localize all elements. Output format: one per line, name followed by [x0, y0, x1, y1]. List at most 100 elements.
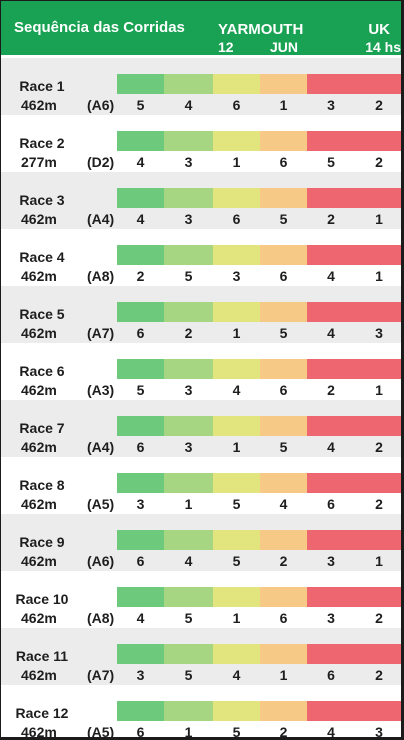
rank-color-segment	[260, 131, 307, 151]
trap-number: 2	[327, 211, 335, 227]
trap-number: 4	[279, 496, 288, 512]
race-row: Race 9 462m (A6) 6 4 5 2 3 1	[1, 514, 401, 571]
trap-number: 3	[184, 382, 193, 398]
trap-number: 1	[375, 382, 383, 398]
rank-color-segment	[213, 188, 260, 208]
rank-color-segment	[260, 359, 307, 379]
rank-color-segment	[164, 530, 213, 550]
trap-number: 6	[232, 97, 241, 113]
trap-number: 6	[232, 211, 241, 227]
ranking-color-bar	[117, 131, 401, 151]
page-title: Sequência das Corridas	[14, 19, 185, 36]
race-name: Race 2	[19, 135, 65, 151]
trap-number: 4	[136, 154, 145, 170]
header-bar: Sequência das Corridas YARMOUTH 12 JUN U…	[1, 1, 401, 55]
trap-number: 5	[327, 154, 335, 170]
race-list: Race 1 462m (A6) 5 4 6 1 3 2 Race 2 277m (D2) 4 3 1 6 5 2…	[1, 58, 401, 738]
rank-color-segment	[355, 416, 401, 436]
trap-number: 6	[136, 325, 145, 341]
rank-color-segment	[164, 302, 213, 322]
rank-color-segment	[164, 644, 213, 664]
trap-number: 3	[375, 724, 383, 738]
race-grade: (A8)	[87, 610, 115, 626]
race-row: Race 8 462m (A5) 3 1 5 4 6 2	[1, 457, 401, 514]
trap-number: 2	[184, 325, 193, 341]
rank-color-segment	[164, 473, 213, 493]
trap-number: 4	[232, 667, 241, 683]
trap-number: 4	[136, 610, 145, 626]
ranking-color-bar	[117, 530, 401, 550]
race-distance: 462m	[21, 553, 57, 569]
rank-color-segment	[117, 245, 164, 265]
rank-color-segment	[260, 587, 307, 607]
trap-number: 5	[184, 268, 193, 284]
trap-number: 3	[184, 211, 193, 227]
race-grade: (D2)	[87, 154, 115, 170]
trap-number: 2	[375, 154, 383, 170]
trap-number: 4	[184, 553, 193, 569]
trap-number: 3	[232, 268, 241, 284]
race-distance: 462m	[21, 610, 57, 626]
rank-color-segment	[260, 302, 307, 322]
trap-number: 4	[184, 97, 193, 113]
trap-number: 1	[375, 553, 383, 569]
trap-number: 2	[375, 667, 383, 683]
rank-color-segment	[213, 587, 260, 607]
rank-color-segment	[164, 587, 213, 607]
trap-number: 1	[279, 97, 288, 113]
rank-color-segment	[117, 701, 164, 721]
trap-number: 5	[232, 553, 241, 569]
rank-color-segment	[307, 188, 355, 208]
rank-color-segment	[307, 473, 355, 493]
race-grade: (A6)	[87, 97, 115, 113]
trap-number: 5	[279, 211, 288, 227]
race-grade: (A7)	[87, 667, 115, 683]
race-distance: 462m	[21, 724, 57, 738]
rank-color-segment	[164, 701, 213, 721]
ranking-color-bar	[117, 644, 401, 664]
rank-color-segment	[260, 188, 307, 208]
rank-color-segment	[213, 644, 260, 664]
rank-color-segment	[164, 245, 213, 265]
race-row: Race 12 462m (A5) 6 1 5 2 4 3	[1, 685, 401, 738]
rank-color-segment	[260, 473, 307, 493]
race-row: Race 2 277m (D2) 4 3 1 6 5 2	[1, 115, 401, 172]
trap-number: 3	[327, 97, 335, 113]
rank-color-segment	[355, 530, 401, 550]
trap-number: 1	[279, 667, 288, 683]
rank-color-segment	[117, 644, 164, 664]
trap-number: 5	[184, 610, 193, 626]
trap-number: 6	[279, 154, 288, 170]
race-name: Race 4	[19, 249, 65, 265]
trap-number: 4	[232, 382, 241, 398]
rank-color-segment	[213, 473, 260, 493]
rank-color-segment	[260, 245, 307, 265]
trap-number: 2	[327, 382, 335, 398]
trap-number: 3	[327, 553, 335, 569]
trap-number: 2	[375, 610, 383, 626]
trap-number: 6	[279, 610, 288, 626]
trap-number: 5	[232, 496, 241, 512]
rank-color-segment	[164, 416, 213, 436]
trap-number: 1	[232, 325, 241, 341]
rank-color-segment	[355, 644, 401, 664]
rank-color-segment	[213, 359, 260, 379]
rank-color-segment	[355, 245, 401, 265]
race-name: Race 5	[19, 306, 65, 322]
rank-color-segment	[307, 74, 355, 94]
trap-number: 4	[136, 211, 145, 227]
race-grade: (A7)	[87, 325, 115, 341]
race-grade: (A8)	[87, 268, 115, 284]
race-row: Race 3 462m (A4) 4 3 6 5 2 1	[1, 172, 401, 229]
trap-number: 5	[279, 439, 288, 455]
trap-number: 5	[232, 724, 241, 738]
trap-number: 1	[184, 724, 193, 738]
ranking-color-bar	[117, 587, 401, 607]
rank-color-segment	[307, 416, 355, 436]
trap-number: 3	[136, 496, 145, 512]
race-distance: 277m	[21, 154, 57, 170]
race-distance: 462m	[21, 439, 57, 455]
trap-number: 5	[136, 97, 145, 113]
ranking-color-bar	[117, 359, 401, 379]
rank-color-segment	[117, 416, 164, 436]
